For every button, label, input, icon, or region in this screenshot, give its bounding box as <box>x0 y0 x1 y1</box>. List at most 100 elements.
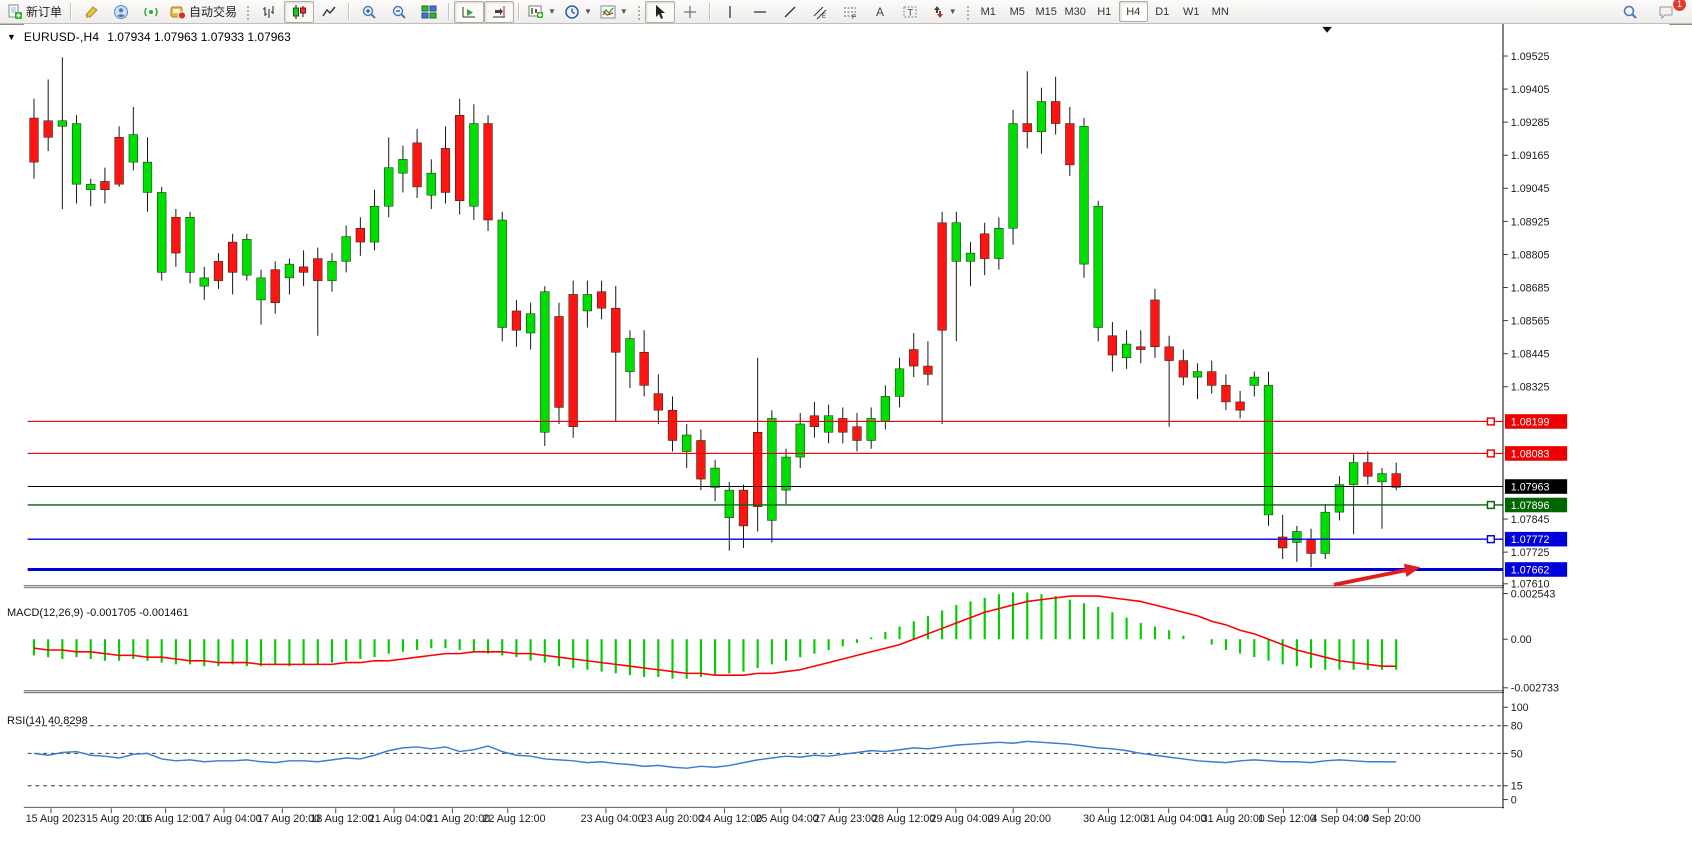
tile-windows-button[interactable] <box>414 1 444 23</box>
candlestick-mode-button[interactable] <box>284 0 315 23</box>
vertical-line-icon <box>729 5 731 18</box>
text-label-tool-button[interactable]: T <box>895 1 925 23</box>
trendline-tool-button[interactable] <box>775 1 805 23</box>
timeframe-button-m15[interactable]: M15 <box>1035 5 1057 18</box>
candlestick-icon <box>293 4 307 19</box>
search-button[interactable] <box>1615 1 1645 23</box>
toolbar-grip <box>964 3 970 20</box>
candle-body <box>157 192 167 273</box>
candle-body <box>455 115 465 201</box>
candle-body <box>1207 371 1217 386</box>
text-label-icon: T <box>903 6 917 17</box>
candle-body <box>1292 531 1302 543</box>
candle-body <box>71 123 82 185</box>
candle-body <box>753 431 763 507</box>
level-price-box <box>1504 562 1568 577</box>
highlighter-icon <box>85 5 98 18</box>
channel-tool-button[interactable]: E <box>805 1 835 23</box>
rsi-axis-label: 100 <box>1511 702 1529 714</box>
candle-body <box>682 434 692 452</box>
annotation-arrow[interactable] <box>1333 568 1406 587</box>
horizontal-line-tool-button[interactable] <box>745 1 775 23</box>
zoom-in-button[interactable] <box>354 1 384 23</box>
x-axis-label: 24 Aug 12:00 <box>699 813 762 825</box>
price-axis-label: 1.09525 <box>1511 51 1550 63</box>
candle-body <box>866 418 876 441</box>
candle-body <box>384 167 394 207</box>
vertical-line-tool-button[interactable] <box>715 1 745 23</box>
candle-body <box>270 269 280 303</box>
zoom-out-button[interactable] <box>384 1 414 23</box>
timeframe-button-h4[interactable]: H4 <box>1118 1 1148 22</box>
candle-body <box>894 368 905 397</box>
auto-trading-icon <box>170 6 187 20</box>
signal-button[interactable] <box>136 1 166 23</box>
candle-body <box>426 172 436 196</box>
timeframe-button-m1[interactable]: M1 <box>980 5 996 18</box>
new-order-button[interactable]: 新订单 <box>3 1 66 23</box>
svg-text:A: A <box>876 5 884 19</box>
level-price-box <box>1504 497 1568 513</box>
rsi-axis-label: 0 <box>1511 794 1517 806</box>
notifications-button[interactable]: 1 <box>1651 0 1687 23</box>
bar-chart-mode-button[interactable] <box>254 1 284 23</box>
timeframe-button-m30[interactable]: M30 <box>1064 5 1086 18</box>
price-axis-label: 1.09405 <box>1511 84 1550 96</box>
price-axis-label: 1.09165 <box>1511 150 1550 162</box>
candle-body <box>1178 360 1188 378</box>
timeframe-button-m5[interactable]: M5 <box>1009 5 1025 18</box>
x-axis-label: 22 Aug 12:00 <box>483 813 546 825</box>
candle-body <box>1121 343 1132 359</box>
timeframe-button-w1[interactable]: W1 <box>1182 5 1200 18</box>
cursor-button[interactable] <box>644 0 675 23</box>
chart-plot[interactable]: 1.09525 1.09405 1.09285 1.09165 1.09045 1.089… <box>0 24 1692 854</box>
timeframe-button-d1[interactable]: D1 <box>1155 5 1170 18</box>
scroll-marker-icon[interactable] <box>1322 26 1332 33</box>
crosshair-button[interactable] <box>675 1 705 23</box>
profile-button[interactable] <box>106 1 136 23</box>
line-chart-mode-button[interactable] <box>314 1 344 23</box>
chart-shift-button[interactable] <box>484 0 515 23</box>
auto-scroll-button[interactable] <box>454 0 485 23</box>
signal-icon <box>144 7 158 16</box>
level-handle[interactable] <box>1486 449 1495 458</box>
price-axis-label: 1.08805 <box>1511 249 1550 261</box>
new-chart-button[interactable]: ▼ <box>524 1 560 23</box>
chart-menu-icon[interactable]: ▼ <box>7 32 16 42</box>
indicators-button[interactable]: ▼ <box>596 1 632 23</box>
level-handle[interactable] <box>1486 417 1495 426</box>
rsi-indicator-label: RSI(14) 40.8298 <box>7 715 88 727</box>
auto-scroll-icon <box>462 6 476 17</box>
dropdown-caret-icon: ▼ <box>548 7 556 16</box>
candle-body <box>1377 473 1387 483</box>
arrows-tool-button[interactable]: ▼ <box>925 1 961 23</box>
candle-body <box>369 205 380 243</box>
fibonacci-tool-button[interactable]: F <box>835 1 865 23</box>
x-axis-label: 23 Aug 04:00 <box>581 813 644 825</box>
level-price-label: 1.08083 <box>1511 448 1550 460</box>
horizontal-line-icon <box>753 10 766 13</box>
candle-body <box>1278 536 1288 549</box>
candle-body <box>1036 101 1047 133</box>
toolbar-separator <box>518 3 521 20</box>
highlighter-button[interactable] <box>76 1 106 23</box>
x-axis-label: 28 Aug 12:00 <box>872 813 935 825</box>
candle-body <box>767 418 777 521</box>
auto-trading-button[interactable]: 自动交易 <box>166 1 241 23</box>
candle-body <box>639 352 649 386</box>
x-axis-label: 4 Sep 04:00 <box>1312 813 1370 825</box>
price-axis-label: 1.07610 <box>1511 579 1550 591</box>
candle-body <box>1065 123 1075 166</box>
level-handle[interactable] <box>1486 535 1495 544</box>
candle-body <box>625 338 635 372</box>
annotation-arrow-head[interactable] <box>1403 563 1421 578</box>
line-chart-icon <box>322 6 336 16</box>
level-handle[interactable] <box>1486 500 1495 510</box>
candle-body <box>526 313 536 334</box>
candle-body <box>355 228 365 243</box>
timeframe-button-h1[interactable]: H1 <box>1097 5 1112 18</box>
periods-button[interactable]: ▼ <box>560 1 596 23</box>
text-tool-button[interactable]: A <box>865 1 895 23</box>
timeframe-button-mn[interactable]: MN <box>1211 5 1229 18</box>
candle-body <box>1363 462 1373 477</box>
